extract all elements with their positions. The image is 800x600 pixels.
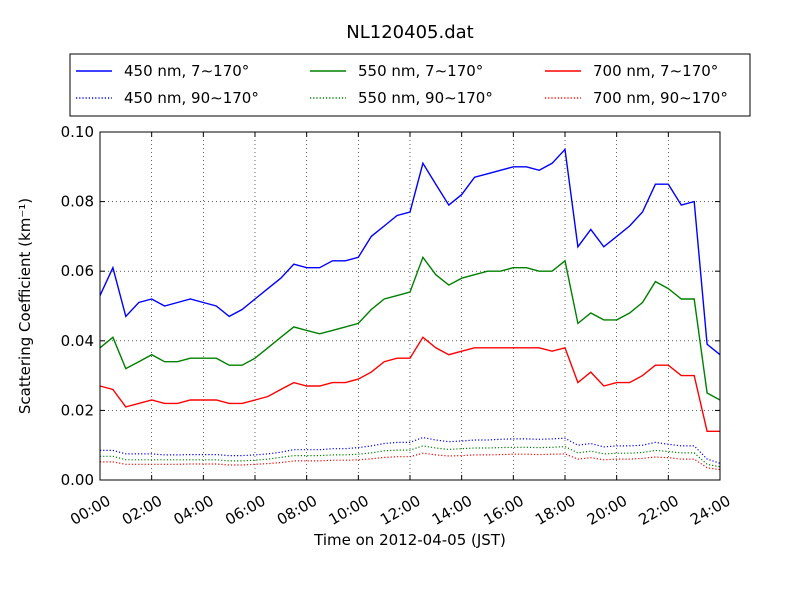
series-line-2 xyxy=(99,336,720,432)
x-tick-label: 06:00 xyxy=(222,492,268,529)
x-tick-label: 22:00 xyxy=(635,492,681,529)
axis-ticks: 00:00 02:00 04:00 06:00 08:00 10:00 12:00 14:00… xyxy=(61,123,734,529)
y-tick-label: 0.10 xyxy=(61,123,94,141)
y-axis-label: Scattering Coefficient (km⁻¹) xyxy=(16,198,34,414)
x-axis-label: Time on 2012-04-05 (JST) xyxy=(313,531,506,549)
y-tick-label: 0.08 xyxy=(61,193,94,211)
series-line-4 xyxy=(100,445,721,468)
x-tick-label: 02:00 xyxy=(119,492,165,529)
legend-box: 450 nm, 7∼170° 550 nm, 7∼170° 700 nm, 7∼17… xyxy=(69,53,751,117)
x-tick-label: 14:00 xyxy=(429,492,475,529)
x-tick-label: 18:00 xyxy=(532,492,578,529)
series-lines xyxy=(99,147,721,471)
y-tick-label: 0.00 xyxy=(61,471,94,489)
x-tick-label: 20:00 xyxy=(584,492,630,529)
x-tick-label: 00:00 xyxy=(67,492,113,529)
legend-label-2: 700 nm, 7∼170° xyxy=(593,62,718,80)
legend-label-0: 450 nm, 7∼170° xyxy=(124,62,249,80)
series-line-1 xyxy=(99,255,721,401)
legend-label-4: 550 nm, 90∼170° xyxy=(358,89,493,107)
x-tick-label: 08:00 xyxy=(274,492,320,529)
legend-entries: 450 nm, 7∼170° 550 nm, 7∼170° 700 nm, 7∼17… xyxy=(76,62,728,107)
x-tick-label: 10:00 xyxy=(325,492,371,529)
series-line-5 xyxy=(100,452,721,471)
x-tick-label: 04:00 xyxy=(170,492,216,529)
legend-label-3: 450 nm, 90∼170° xyxy=(124,89,259,107)
x-tick-label: 16:00 xyxy=(480,492,526,529)
x-tick-label: 12:00 xyxy=(377,492,423,529)
chart-title: NL120405.dat xyxy=(346,22,473,43)
legend-label-1: 550 nm, 7∼170° xyxy=(358,62,483,80)
x-tick-label: 24:00 xyxy=(687,492,733,529)
y-tick-label: 0.04 xyxy=(61,332,94,350)
legend-label-5: 700 nm, 90∼170° xyxy=(593,89,728,107)
y-tick-label: 0.06 xyxy=(61,262,94,280)
grid-lines xyxy=(100,132,720,480)
y-tick-label: 0.02 xyxy=(61,401,94,419)
series-line-3 xyxy=(100,436,721,464)
series-line-0 xyxy=(99,147,721,356)
